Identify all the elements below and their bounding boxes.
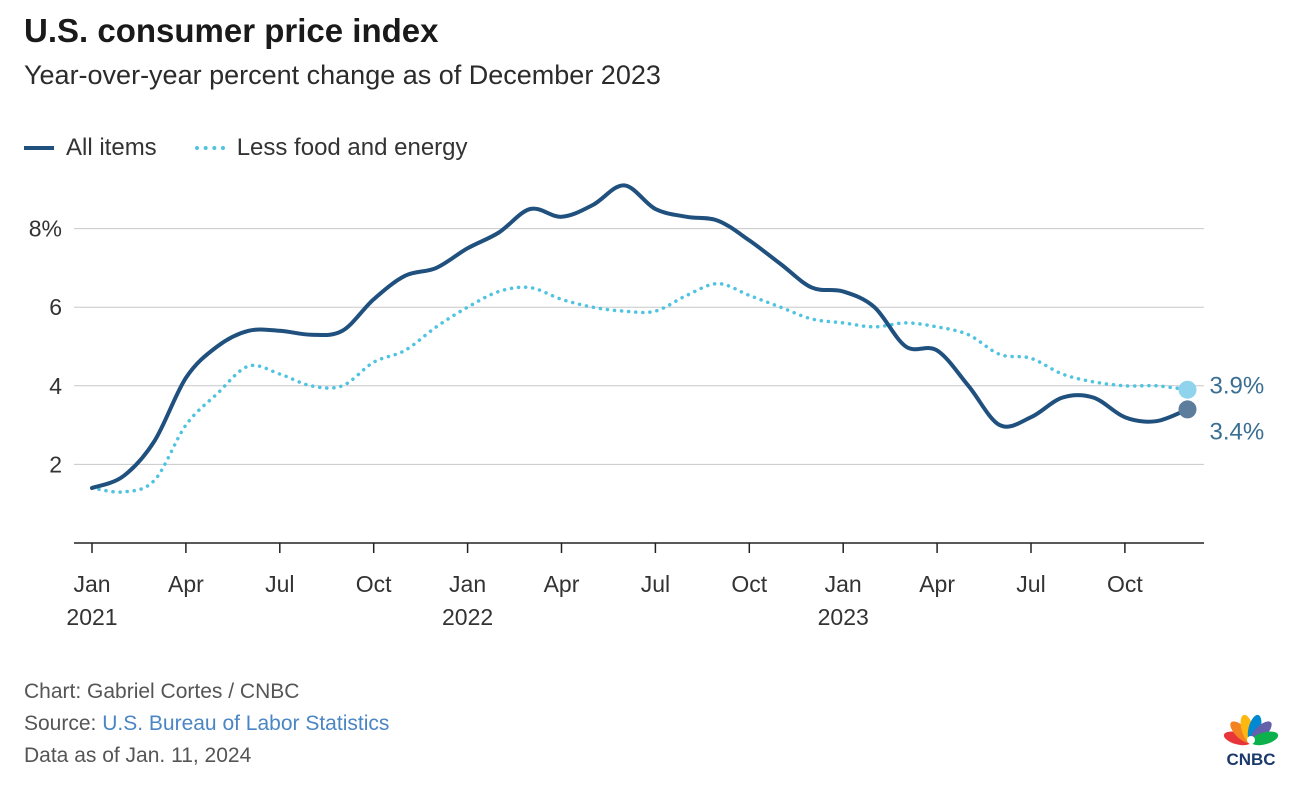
chart-title: U.S. consumer price index xyxy=(24,12,439,49)
data-date: Data as of Jan. 11, 2024 xyxy=(24,744,252,767)
y-tick-label: 2 xyxy=(49,451,62,477)
end-marker-all-items xyxy=(1178,400,1197,419)
legend-label-core: Less food and energy xyxy=(236,134,468,161)
legend-swatch-dotted xyxy=(194,146,225,150)
x-tick-label: Apr xyxy=(919,571,955,597)
line-chart: 2 4 6 8% Jan 2021 Apr Jul Oct Jan 2022 Apr Jul Oct Jan… xyxy=(29,183,1265,630)
x-tick-label: Jul xyxy=(265,571,294,597)
cnbc-peacock-logo: CNBC xyxy=(1223,714,1279,768)
peacock-icon xyxy=(1223,714,1279,746)
end-value-label-core: 3.9% xyxy=(1210,373,1265,400)
x-tick-label: Jan xyxy=(73,571,110,597)
x-tick-label: Jan xyxy=(825,571,862,597)
end-marker-core xyxy=(1178,380,1197,399)
x-tick-year-label: 2021 xyxy=(66,604,117,630)
peacock-body xyxy=(1247,736,1255,744)
x-tick-label: Jul xyxy=(1016,571,1045,597)
x-tick-label: Apr xyxy=(168,571,204,597)
source-prefix: Source: xyxy=(24,712,103,735)
chart-credit: Chart: Gabriel Cortes / CNBC xyxy=(24,680,300,703)
x-tick-label: Oct xyxy=(356,571,392,597)
x-tick-year-label: 2022 xyxy=(442,604,493,630)
peacock-feather xyxy=(1250,731,1279,746)
series-line-all-items xyxy=(90,183,1190,490)
logo-wordmark: CNBC xyxy=(1226,750,1275,768)
x-tick-year-label: 2023 xyxy=(818,604,869,630)
x-tick-label: Oct xyxy=(731,571,767,597)
legend-label-all-items: All items xyxy=(66,134,157,161)
y-tick-label: 8% xyxy=(29,216,62,242)
source-line: Source: U.S. Bureau of Labor Statistics xyxy=(24,708,389,740)
x-tick-label: Oct xyxy=(1107,571,1143,597)
y-tick-label: 6 xyxy=(49,294,62,320)
x-tick-label: Jan xyxy=(449,571,486,597)
legend-item-core: Less food and energy xyxy=(194,134,468,162)
legend-swatch-solid xyxy=(24,146,54,150)
y-tick-label: 4 xyxy=(49,373,62,399)
legend-item-all-items: All items xyxy=(24,134,157,162)
legend: All items Less food and energy xyxy=(24,134,506,162)
x-tick-label: Apr xyxy=(544,571,580,597)
source-link[interactable]: U.S. Bureau of Labor Statistics xyxy=(102,712,390,735)
x-tick-label: Jul xyxy=(641,571,670,597)
end-value-label-all-items: 3.4% xyxy=(1210,418,1265,445)
footer: Chart: Gabriel Cortes / CNBC Source: U.S… xyxy=(24,676,389,772)
chart-subtitle: Year-over-year percent change as of Dece… xyxy=(24,60,661,90)
series-line-core xyxy=(90,281,1190,494)
